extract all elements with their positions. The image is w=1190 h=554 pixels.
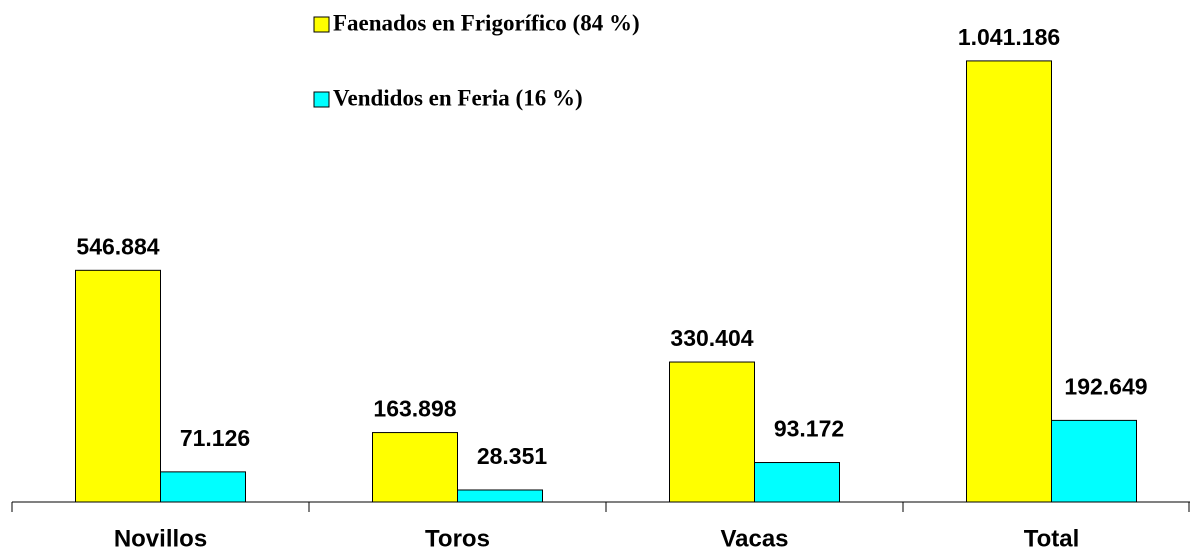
legend-swatch [313,16,330,33]
data-label: 546.884 [76,233,159,259]
x-tick-label: Novillos [114,525,207,552]
bar [372,432,458,503]
bar [160,471,246,503]
legend-label: Faenados en Frigorífico (84 %) [333,10,640,35]
data-label: 28.351 [477,443,548,469]
x-tick-label: Vacas [720,525,788,552]
x-tick-label: Toros [425,525,490,552]
bar [966,60,1052,503]
bar [754,462,840,503]
data-label: 330.404 [670,325,753,351]
data-label: 1.041.186 [958,24,1060,50]
legend-swatch [313,91,330,108]
x-tick-label: Total [1024,525,1080,552]
bar [1051,419,1137,503]
bar [457,489,543,503]
data-label: 93.172 [774,416,844,442]
data-label: 163.898 [373,396,456,422]
legend-label: Vendidos en Feria (16 %) [333,85,583,110]
data-label: 71.126 [180,425,250,451]
bar [669,361,755,503]
data-label: 192.649 [1064,373,1147,399]
bar [75,269,161,503]
